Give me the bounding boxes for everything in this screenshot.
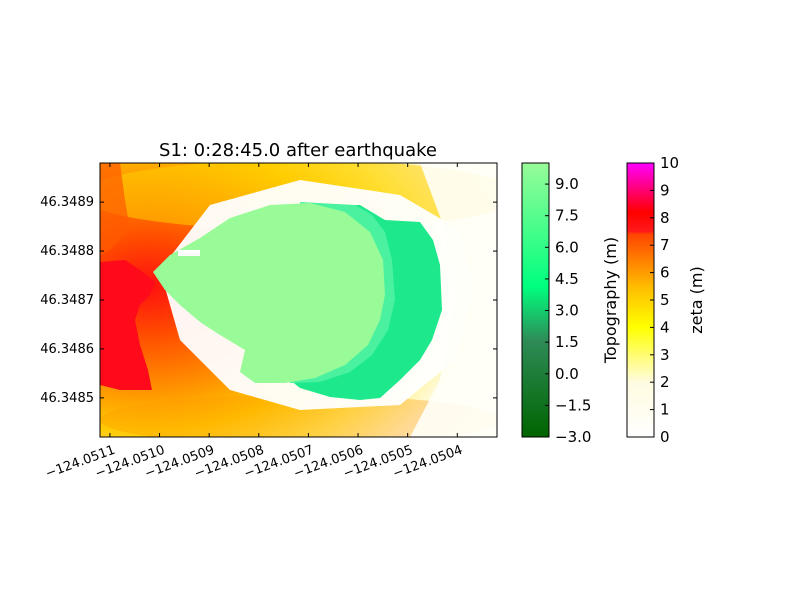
red-zone-west bbox=[100, 260, 155, 390]
y-tick-label: 46.3487 bbox=[40, 293, 94, 308]
colorbar-tick-label: 7 bbox=[660, 236, 670, 254]
colorbar-tick-label: 6 bbox=[660, 264, 670, 282]
colorbar-tick-label: 7.5 bbox=[555, 207, 579, 225]
y-axis: 46.3489 46.3488 46.3487 46.3486 46.3485 bbox=[40, 195, 497, 406]
colorbar-tick-label: 6.0 bbox=[555, 238, 579, 256]
plot-area bbox=[100, 163, 497, 437]
colorbar-tick-label: 1.5 bbox=[555, 333, 579, 351]
topography-colorbar bbox=[521, 162, 550, 438]
topography-colorbar-ticks: 9.0 7.5 6.0 4.5 3.0 1.5 0.0 −1.5 −3.0 bbox=[545, 175, 591, 446]
colorbar-tick-label: 1 bbox=[660, 401, 670, 419]
colorbar-tick-label: 9 bbox=[660, 181, 670, 199]
colorbar-tick-label: −1.5 bbox=[555, 396, 591, 414]
red-zone-west-upper bbox=[100, 163, 130, 255]
colorbar-tick-label: 10 bbox=[660, 154, 679, 172]
colorbar-tick-label: 9.0 bbox=[555, 175, 579, 193]
y-tick-label: 46.3489 bbox=[40, 195, 94, 210]
topography-colorbar-label: Topography (m) bbox=[601, 237, 620, 364]
colorbar-tick-label: 8 bbox=[660, 209, 670, 227]
colorbar-tick-label: 0 bbox=[660, 428, 670, 446]
colorbar-tick-label: −3.0 bbox=[555, 428, 591, 446]
colorbar-tick-label: 5 bbox=[660, 291, 670, 309]
white-spot bbox=[178, 250, 200, 256]
colorbar-tick-label: 3 bbox=[660, 346, 670, 364]
flow-halo-bottom bbox=[100, 395, 497, 437]
y-tick-label: 46.3486 bbox=[40, 342, 94, 357]
colorbar-tick-label: 4 bbox=[660, 318, 670, 336]
y-tick-label: 46.3488 bbox=[40, 244, 94, 259]
y-tick-label: 46.3485 bbox=[40, 391, 94, 406]
east-white-water bbox=[410, 163, 497, 437]
colorbar-tick-label: 2 bbox=[660, 373, 670, 391]
colorbar-tick-label: 4.5 bbox=[555, 270, 579, 288]
zeta-colorbar-label: zeta (m) bbox=[687, 266, 706, 333]
chart-title: S1: 0:28:45.0 after earthquake bbox=[159, 140, 437, 161]
zeta-colorbar bbox=[626, 162, 655, 438]
colorbar-tick-label: 0.0 bbox=[555, 365, 579, 383]
island-top bbox=[153, 203, 385, 383]
colorbar-tick-label: 3.0 bbox=[555, 302, 579, 320]
